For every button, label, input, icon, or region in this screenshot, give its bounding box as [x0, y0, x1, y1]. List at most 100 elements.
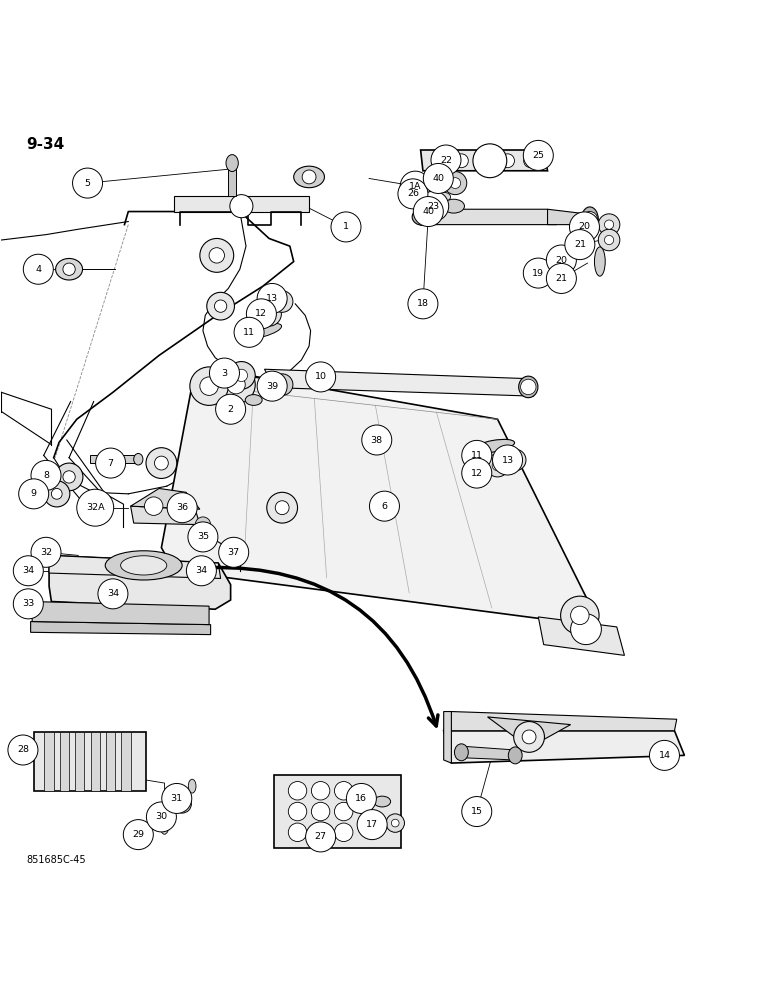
- Circle shape: [417, 211, 429, 223]
- Circle shape: [311, 802, 330, 821]
- Circle shape: [504, 449, 526, 471]
- Text: 33: 33: [22, 599, 35, 608]
- Polygon shape: [547, 209, 586, 225]
- Polygon shape: [34, 732, 146, 791]
- Circle shape: [162, 783, 191, 813]
- Text: 25: 25: [533, 151, 544, 160]
- Circle shape: [230, 195, 253, 218]
- Text: 16: 16: [355, 794, 367, 803]
- Ellipse shape: [412, 208, 434, 225]
- Circle shape: [172, 502, 185, 514]
- Polygon shape: [90, 732, 100, 791]
- Text: 15: 15: [471, 807, 482, 816]
- Text: 36: 36: [176, 503, 188, 512]
- Circle shape: [76, 489, 113, 526]
- Polygon shape: [229, 168, 236, 196]
- Circle shape: [455, 154, 469, 168]
- Circle shape: [582, 212, 598, 227]
- Text: 4: 4: [36, 265, 42, 274]
- Circle shape: [520, 379, 536, 395]
- Circle shape: [370, 491, 399, 521]
- Circle shape: [272, 374, 293, 395]
- Circle shape: [400, 171, 430, 201]
- Text: 21: 21: [574, 240, 586, 249]
- Circle shape: [168, 493, 197, 523]
- Text: 40: 40: [432, 174, 445, 183]
- Circle shape: [523, 140, 554, 170]
- Polygon shape: [90, 455, 136, 463]
- Circle shape: [391, 819, 399, 827]
- Polygon shape: [488, 717, 571, 748]
- Ellipse shape: [120, 556, 167, 575]
- Circle shape: [306, 362, 336, 392]
- Circle shape: [186, 556, 216, 586]
- Polygon shape: [130, 488, 200, 509]
- Polygon shape: [49, 555, 221, 578]
- Ellipse shape: [134, 453, 143, 465]
- Circle shape: [207, 292, 235, 320]
- Text: 1: 1: [343, 222, 349, 231]
- Circle shape: [56, 463, 83, 491]
- Polygon shape: [462, 746, 515, 760]
- Ellipse shape: [302, 170, 316, 184]
- Circle shape: [73, 168, 103, 198]
- Circle shape: [264, 308, 275, 319]
- Text: 30: 30: [155, 812, 168, 821]
- Circle shape: [386, 814, 405, 832]
- Circle shape: [478, 154, 492, 168]
- Circle shape: [215, 300, 227, 312]
- Circle shape: [523, 154, 537, 168]
- Circle shape: [493, 460, 503, 471]
- Text: 13: 13: [266, 294, 278, 303]
- Circle shape: [19, 479, 49, 509]
- Circle shape: [462, 797, 492, 827]
- Text: 27: 27: [315, 832, 327, 841]
- Circle shape: [96, 448, 126, 478]
- Circle shape: [331, 212, 361, 242]
- Circle shape: [431, 145, 461, 175]
- Circle shape: [8, 735, 38, 765]
- Circle shape: [215, 394, 245, 424]
- Circle shape: [31, 537, 61, 567]
- Circle shape: [200, 377, 218, 395]
- Circle shape: [547, 245, 577, 275]
- Circle shape: [144, 497, 163, 515]
- Polygon shape: [49, 555, 231, 609]
- Text: 34: 34: [22, 566, 35, 575]
- Text: 11: 11: [243, 328, 255, 337]
- Ellipse shape: [581, 207, 598, 232]
- Circle shape: [357, 810, 387, 840]
- Circle shape: [347, 783, 377, 813]
- Text: 14: 14: [659, 751, 670, 760]
- Ellipse shape: [245, 395, 262, 405]
- Circle shape: [486, 454, 509, 477]
- Circle shape: [598, 214, 620, 235]
- Circle shape: [31, 460, 61, 490]
- Circle shape: [246, 299, 276, 329]
- Text: 2: 2: [228, 405, 234, 414]
- Text: 12: 12: [471, 469, 482, 478]
- Ellipse shape: [293, 166, 324, 188]
- Polygon shape: [121, 732, 130, 791]
- Circle shape: [227, 375, 245, 394]
- Text: 22: 22: [440, 156, 452, 165]
- Circle shape: [334, 823, 353, 842]
- Circle shape: [560, 596, 599, 635]
- Circle shape: [278, 297, 286, 306]
- Circle shape: [513, 722, 544, 752]
- Polygon shape: [32, 602, 209, 625]
- Text: 851685C-45: 851685C-45: [26, 855, 86, 865]
- Ellipse shape: [427, 178, 441, 188]
- Polygon shape: [423, 209, 557, 225]
- Polygon shape: [60, 732, 69, 791]
- Circle shape: [334, 802, 353, 821]
- Polygon shape: [421, 150, 547, 171]
- Text: 26: 26: [407, 189, 419, 198]
- Polygon shape: [75, 732, 84, 791]
- Text: 31: 31: [171, 794, 183, 803]
- Polygon shape: [31, 622, 211, 635]
- Circle shape: [272, 291, 293, 312]
- Circle shape: [311, 823, 330, 842]
- Ellipse shape: [519, 376, 538, 398]
- Circle shape: [398, 179, 428, 209]
